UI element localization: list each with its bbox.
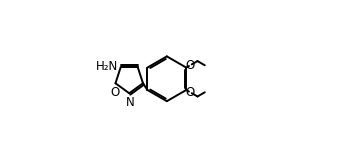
Text: O: O (186, 59, 195, 72)
Text: N: N (126, 96, 134, 110)
Text: O: O (186, 86, 195, 99)
Text: H₂N: H₂N (96, 60, 118, 73)
Text: O: O (110, 86, 119, 99)
